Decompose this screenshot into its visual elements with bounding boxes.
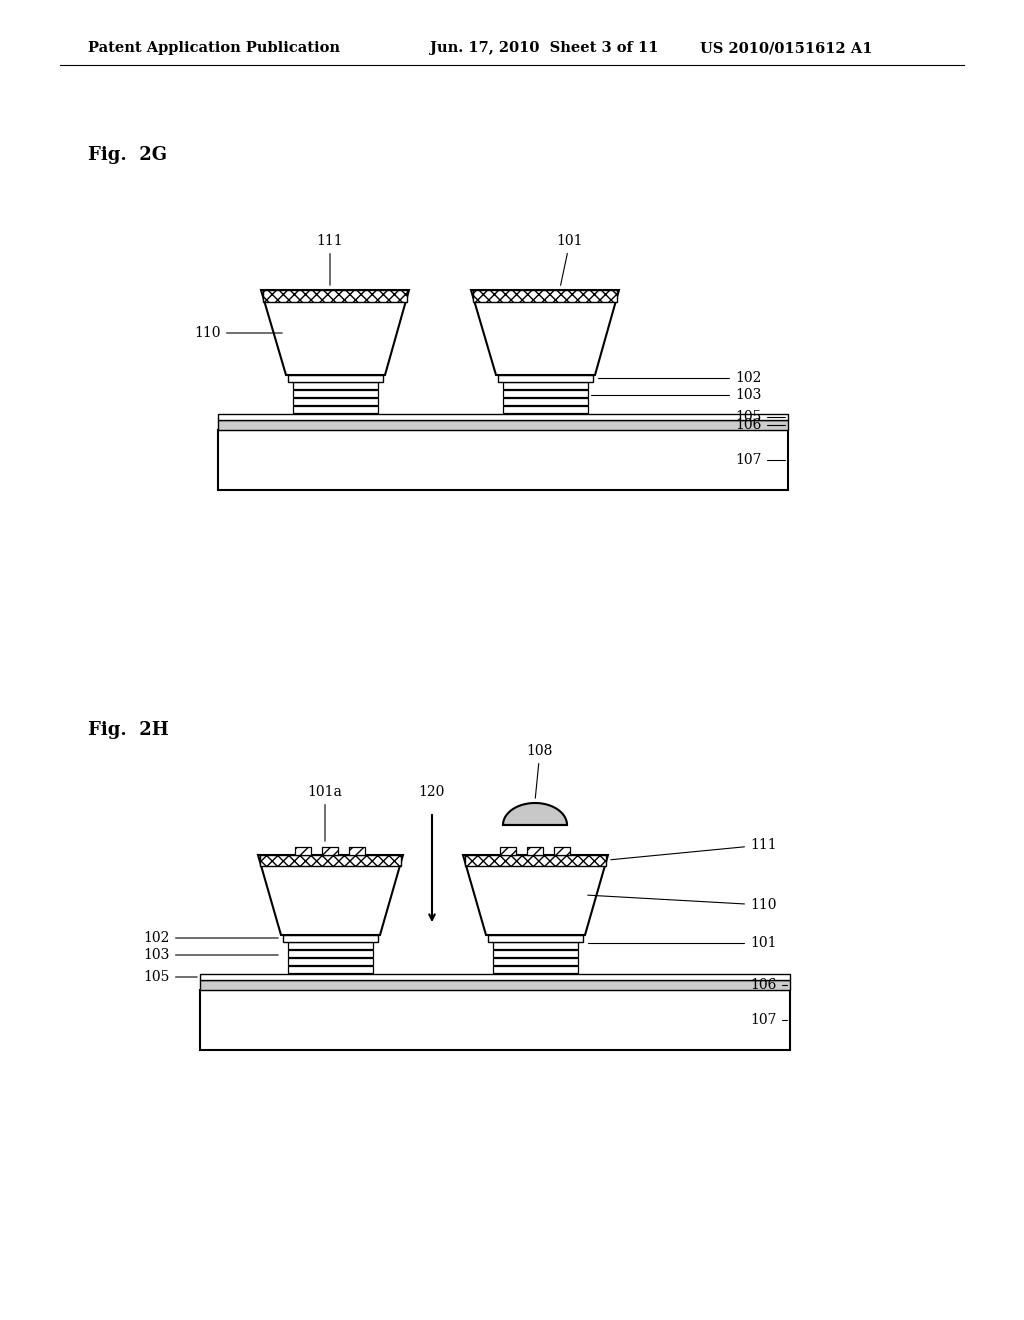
Bar [283,935,378,942]
Bar [503,389,588,397]
Bar [288,375,383,381]
Text: 102: 102 [598,371,762,385]
Bar [493,966,578,973]
Bar [493,950,578,957]
Bar [465,855,606,866]
Bar [488,935,583,942]
Bar [218,430,788,490]
Bar [288,958,373,965]
Text: 101a: 101a [307,785,342,841]
Bar [288,966,373,973]
Polygon shape [258,855,403,935]
Bar [200,979,790,990]
Polygon shape [503,803,567,825]
Bar [473,290,617,302]
Bar [554,847,570,855]
Text: 120: 120 [419,785,445,799]
Text: 103: 103 [591,388,762,403]
Text: 110: 110 [195,326,283,341]
Bar [293,389,378,397]
Text: 101: 101 [588,936,776,950]
Bar [493,942,578,949]
Bar [293,399,378,405]
Polygon shape [471,290,618,375]
Polygon shape [261,290,409,375]
Text: Fig.  2G: Fig. 2G [88,147,167,164]
Text: 102: 102 [143,931,279,945]
Bar [503,407,588,413]
Polygon shape [463,855,608,935]
Bar [493,958,578,965]
Bar [293,407,378,413]
Text: 103: 103 [143,948,279,962]
Bar [498,375,593,381]
Text: 107: 107 [735,453,785,467]
Bar [295,847,311,855]
Text: 101: 101 [557,234,584,285]
Bar [200,990,790,1049]
Bar [503,381,588,389]
Bar [322,847,338,855]
Bar [527,847,543,855]
Bar [260,855,401,866]
Bar [503,399,588,405]
Text: 105: 105 [735,411,785,424]
Bar [200,974,790,979]
Text: Patent Application Publication: Patent Application Publication [88,41,340,55]
Bar [218,414,788,420]
Text: 107: 107 [750,1012,787,1027]
Text: 105: 105 [143,970,198,983]
Text: 111: 111 [316,234,343,285]
Bar [500,847,516,855]
Bar [218,420,788,430]
Text: 106: 106 [750,978,787,993]
Text: 111: 111 [610,838,776,859]
Text: 110: 110 [588,895,776,912]
Bar [263,290,407,302]
Bar [288,942,373,949]
Bar [293,381,378,389]
Text: Jun. 17, 2010  Sheet 3 of 11: Jun. 17, 2010 Sheet 3 of 11 [430,41,658,55]
Text: Fig.  2H: Fig. 2H [88,721,169,739]
Bar [349,847,365,855]
Text: 106: 106 [735,418,785,432]
Bar [288,950,373,957]
Text: US 2010/0151612 A1: US 2010/0151612 A1 [700,41,872,55]
Text: 108: 108 [526,744,553,799]
